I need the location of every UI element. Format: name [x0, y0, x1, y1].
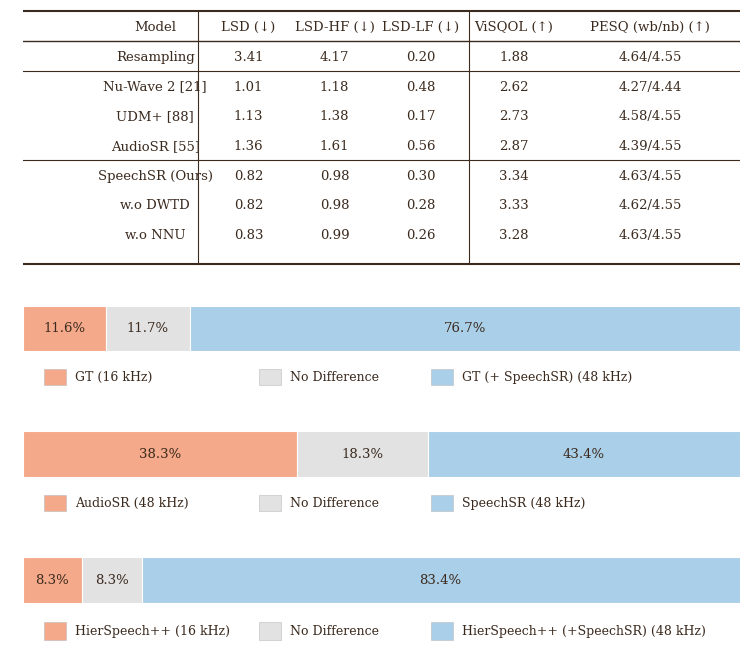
Text: PESQ (wb/nb) (↑): PESQ (wb/nb) (↑): [590, 21, 710, 34]
Text: 83.4%: 83.4%: [420, 574, 462, 587]
Text: SpeechSR (Ours): SpeechSR (Ours): [98, 170, 213, 183]
Text: 0.30: 0.30: [406, 170, 436, 183]
Text: 3.41: 3.41: [234, 51, 263, 64]
Bar: [190, 306, 740, 351]
Text: HierSpeech++ (16 kHz): HierSpeech++ (16 kHz): [75, 625, 230, 637]
Text: GT (+ SpeechSR) (48 kHz): GT (+ SpeechSR) (48 kHz): [462, 371, 632, 384]
Text: 4.63/4.55: 4.63/4.55: [618, 170, 682, 183]
Text: 1.38: 1.38: [320, 110, 349, 124]
Bar: [297, 432, 429, 477]
Bar: [429, 432, 740, 477]
Bar: [23, 557, 82, 603]
Text: UDM+ [88]: UDM+ [88]: [116, 110, 194, 124]
Text: 0.56: 0.56: [406, 140, 436, 153]
Bar: [431, 369, 453, 385]
Text: 11.6%: 11.6%: [43, 322, 85, 335]
Text: 4.58/4.55: 4.58/4.55: [619, 110, 682, 124]
Text: 4.39/4.55: 4.39/4.55: [618, 140, 682, 153]
Text: 0.17: 0.17: [406, 110, 436, 124]
Bar: [44, 369, 65, 385]
Text: 3.34: 3.34: [499, 170, 529, 183]
Text: LSD-LF (↓): LSD-LF (↓): [382, 21, 459, 34]
Text: 0.82: 0.82: [234, 170, 263, 183]
Text: 1.13: 1.13: [234, 110, 263, 124]
Bar: [259, 495, 281, 511]
Text: 1.36: 1.36: [234, 140, 264, 153]
Text: Nu-Wave 2 [21]: Nu-Wave 2 [21]: [104, 81, 207, 93]
Text: LSD-HF (↓): LSD-HF (↓): [294, 21, 375, 34]
Bar: [82, 557, 142, 603]
Bar: [44, 622, 65, 640]
Text: 0.82: 0.82: [234, 199, 263, 212]
Text: 1.88: 1.88: [499, 51, 529, 64]
Text: No Difference: No Difference: [290, 371, 379, 384]
Text: ViSQOL (↑): ViSQOL (↑): [475, 21, 553, 34]
Text: AudioSR [55]: AudioSR [55]: [110, 140, 200, 153]
Text: 0.98: 0.98: [320, 199, 349, 212]
Text: 4.17: 4.17: [320, 51, 349, 64]
Text: 43.4%: 43.4%: [563, 448, 605, 461]
Text: GT (16 kHz): GT (16 kHz): [75, 371, 152, 384]
Text: 2.73: 2.73: [499, 110, 529, 124]
Text: HierSpeech++ (+SpeechSR) (48 kHz): HierSpeech++ (+SpeechSR) (48 kHz): [462, 625, 706, 637]
Text: 0.99: 0.99: [320, 229, 349, 242]
Bar: [142, 557, 740, 603]
Bar: [431, 622, 453, 640]
Bar: [23, 306, 106, 351]
Text: 2.62: 2.62: [499, 81, 529, 93]
Text: 18.3%: 18.3%: [342, 448, 384, 461]
Text: w.o NNU: w.o NNU: [125, 229, 185, 242]
Text: 1.01: 1.01: [234, 81, 263, 93]
Text: 0.48: 0.48: [406, 81, 436, 93]
Text: 11.7%: 11.7%: [127, 322, 169, 335]
Text: 76.7%: 76.7%: [444, 322, 486, 335]
Text: 4.63/4.55: 4.63/4.55: [618, 229, 682, 242]
Text: 8.3%: 8.3%: [35, 574, 69, 587]
Text: 2.87: 2.87: [499, 140, 529, 153]
Text: No Difference: No Difference: [290, 625, 379, 637]
Bar: [106, 306, 190, 351]
Text: 0.26: 0.26: [406, 229, 436, 242]
Text: No Difference: No Difference: [290, 497, 379, 510]
Text: SpeechSR (48 kHz): SpeechSR (48 kHz): [462, 497, 586, 510]
Text: Resampling: Resampling: [116, 51, 195, 64]
Text: 38.3%: 38.3%: [139, 448, 181, 461]
Bar: [259, 622, 281, 640]
Text: 4.27/4.44: 4.27/4.44: [618, 81, 682, 93]
Text: w.o DWTD: w.o DWTD: [120, 199, 190, 212]
Text: AudioSR (48 kHz): AudioSR (48 kHz): [75, 497, 189, 510]
Text: 1.61: 1.61: [320, 140, 349, 153]
Text: 0.98: 0.98: [320, 170, 349, 183]
Bar: [431, 495, 453, 511]
Text: Model: Model: [134, 21, 176, 34]
Text: 4.64/4.55: 4.64/4.55: [618, 51, 682, 64]
Bar: [44, 495, 65, 511]
Text: 3.33: 3.33: [499, 199, 529, 212]
Text: LSD (↓): LSD (↓): [222, 21, 276, 34]
Bar: [259, 369, 281, 385]
Text: 0.83: 0.83: [234, 229, 263, 242]
Text: 1.18: 1.18: [320, 81, 349, 93]
Text: 0.28: 0.28: [406, 199, 436, 212]
Text: 4.62/4.55: 4.62/4.55: [618, 199, 682, 212]
Bar: [23, 432, 297, 477]
Text: 3.28: 3.28: [499, 229, 529, 242]
Text: 8.3%: 8.3%: [95, 574, 128, 587]
Text: 0.20: 0.20: [406, 51, 436, 64]
